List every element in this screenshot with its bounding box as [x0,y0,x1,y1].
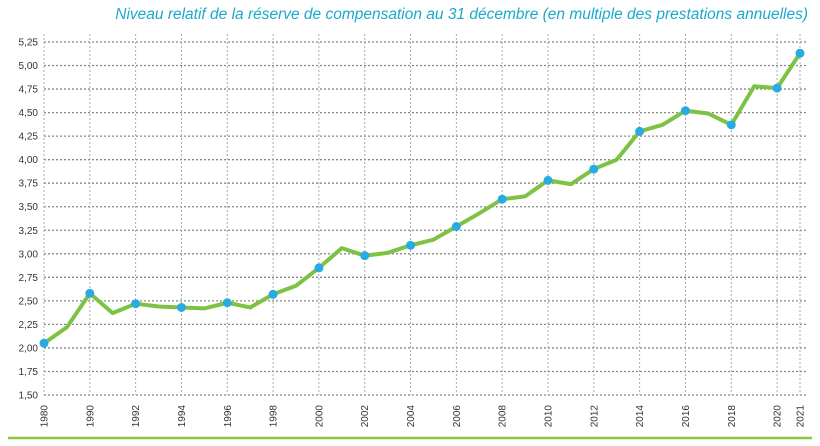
data-point [635,126,645,136]
data-point [85,288,95,298]
data-point [176,302,186,312]
y-tick-label: 1,75 [19,367,39,378]
x-tick-label: 2004 [406,405,417,428]
x-tick-label: 2010 [544,405,555,428]
data-point [131,299,141,309]
data-point [268,289,278,299]
x-tick-label: 1996 [223,405,234,428]
data-point [39,338,49,348]
y-tick-label: 3,50 [19,202,39,213]
x-tick-label: 1994 [177,405,188,428]
data-point [497,194,507,204]
x-tick-label: 2006 [452,405,463,428]
data-point [589,164,599,174]
series-line [42,52,802,345]
x-tick-label: 2012 [589,405,600,428]
y-tick-label: 5,25 [19,38,39,49]
x-tick-label: 1990 [85,405,96,428]
y-tick-label: 3,25 [19,226,39,237]
y-tick-label: 5,00 [19,61,39,72]
data-point [360,251,370,261]
y-tick-label: 4,00 [19,155,39,166]
x-tick-label: 2021 [796,405,807,428]
x-tick-label: 2008 [498,405,509,428]
y-tick-label: 3,00 [19,249,39,260]
y-tick-label: 4,25 [19,132,39,143]
x-tick-label: 2000 [314,405,325,428]
x-tick-label: 1998 [269,405,280,428]
y-tick-label: 2,25 [19,320,39,331]
data-point [406,240,416,250]
data-point [795,48,805,58]
y-tick-label: 1,50 [19,391,39,402]
chart-title: Niveau relatif de la réserve de compensa… [115,6,808,23]
data-point [543,175,553,185]
y-tick-label: 2,00 [19,343,39,354]
y-tick-label: 2,75 [19,273,39,284]
x-tick-label: 2018 [727,405,738,428]
data-point [314,263,324,273]
data-point [726,120,736,130]
x-tick-label: 1992 [131,405,142,428]
data-point [451,222,461,232]
data-point [222,298,232,308]
x-tick-label: 1980 [40,405,51,428]
x-tick-label: 2014 [635,405,646,428]
x-tick-label: 2016 [681,405,692,428]
y-tick-label: 4,75 [19,85,39,96]
y-tick-label: 3,75 [19,179,39,190]
y-tick-label: 4,50 [19,108,39,119]
data-point [680,106,690,116]
x-tick-label: 2020 [773,405,784,428]
y-tick-label: 2,50 [19,296,39,307]
data-point [772,83,782,93]
x-tick-label: 2002 [360,405,371,428]
